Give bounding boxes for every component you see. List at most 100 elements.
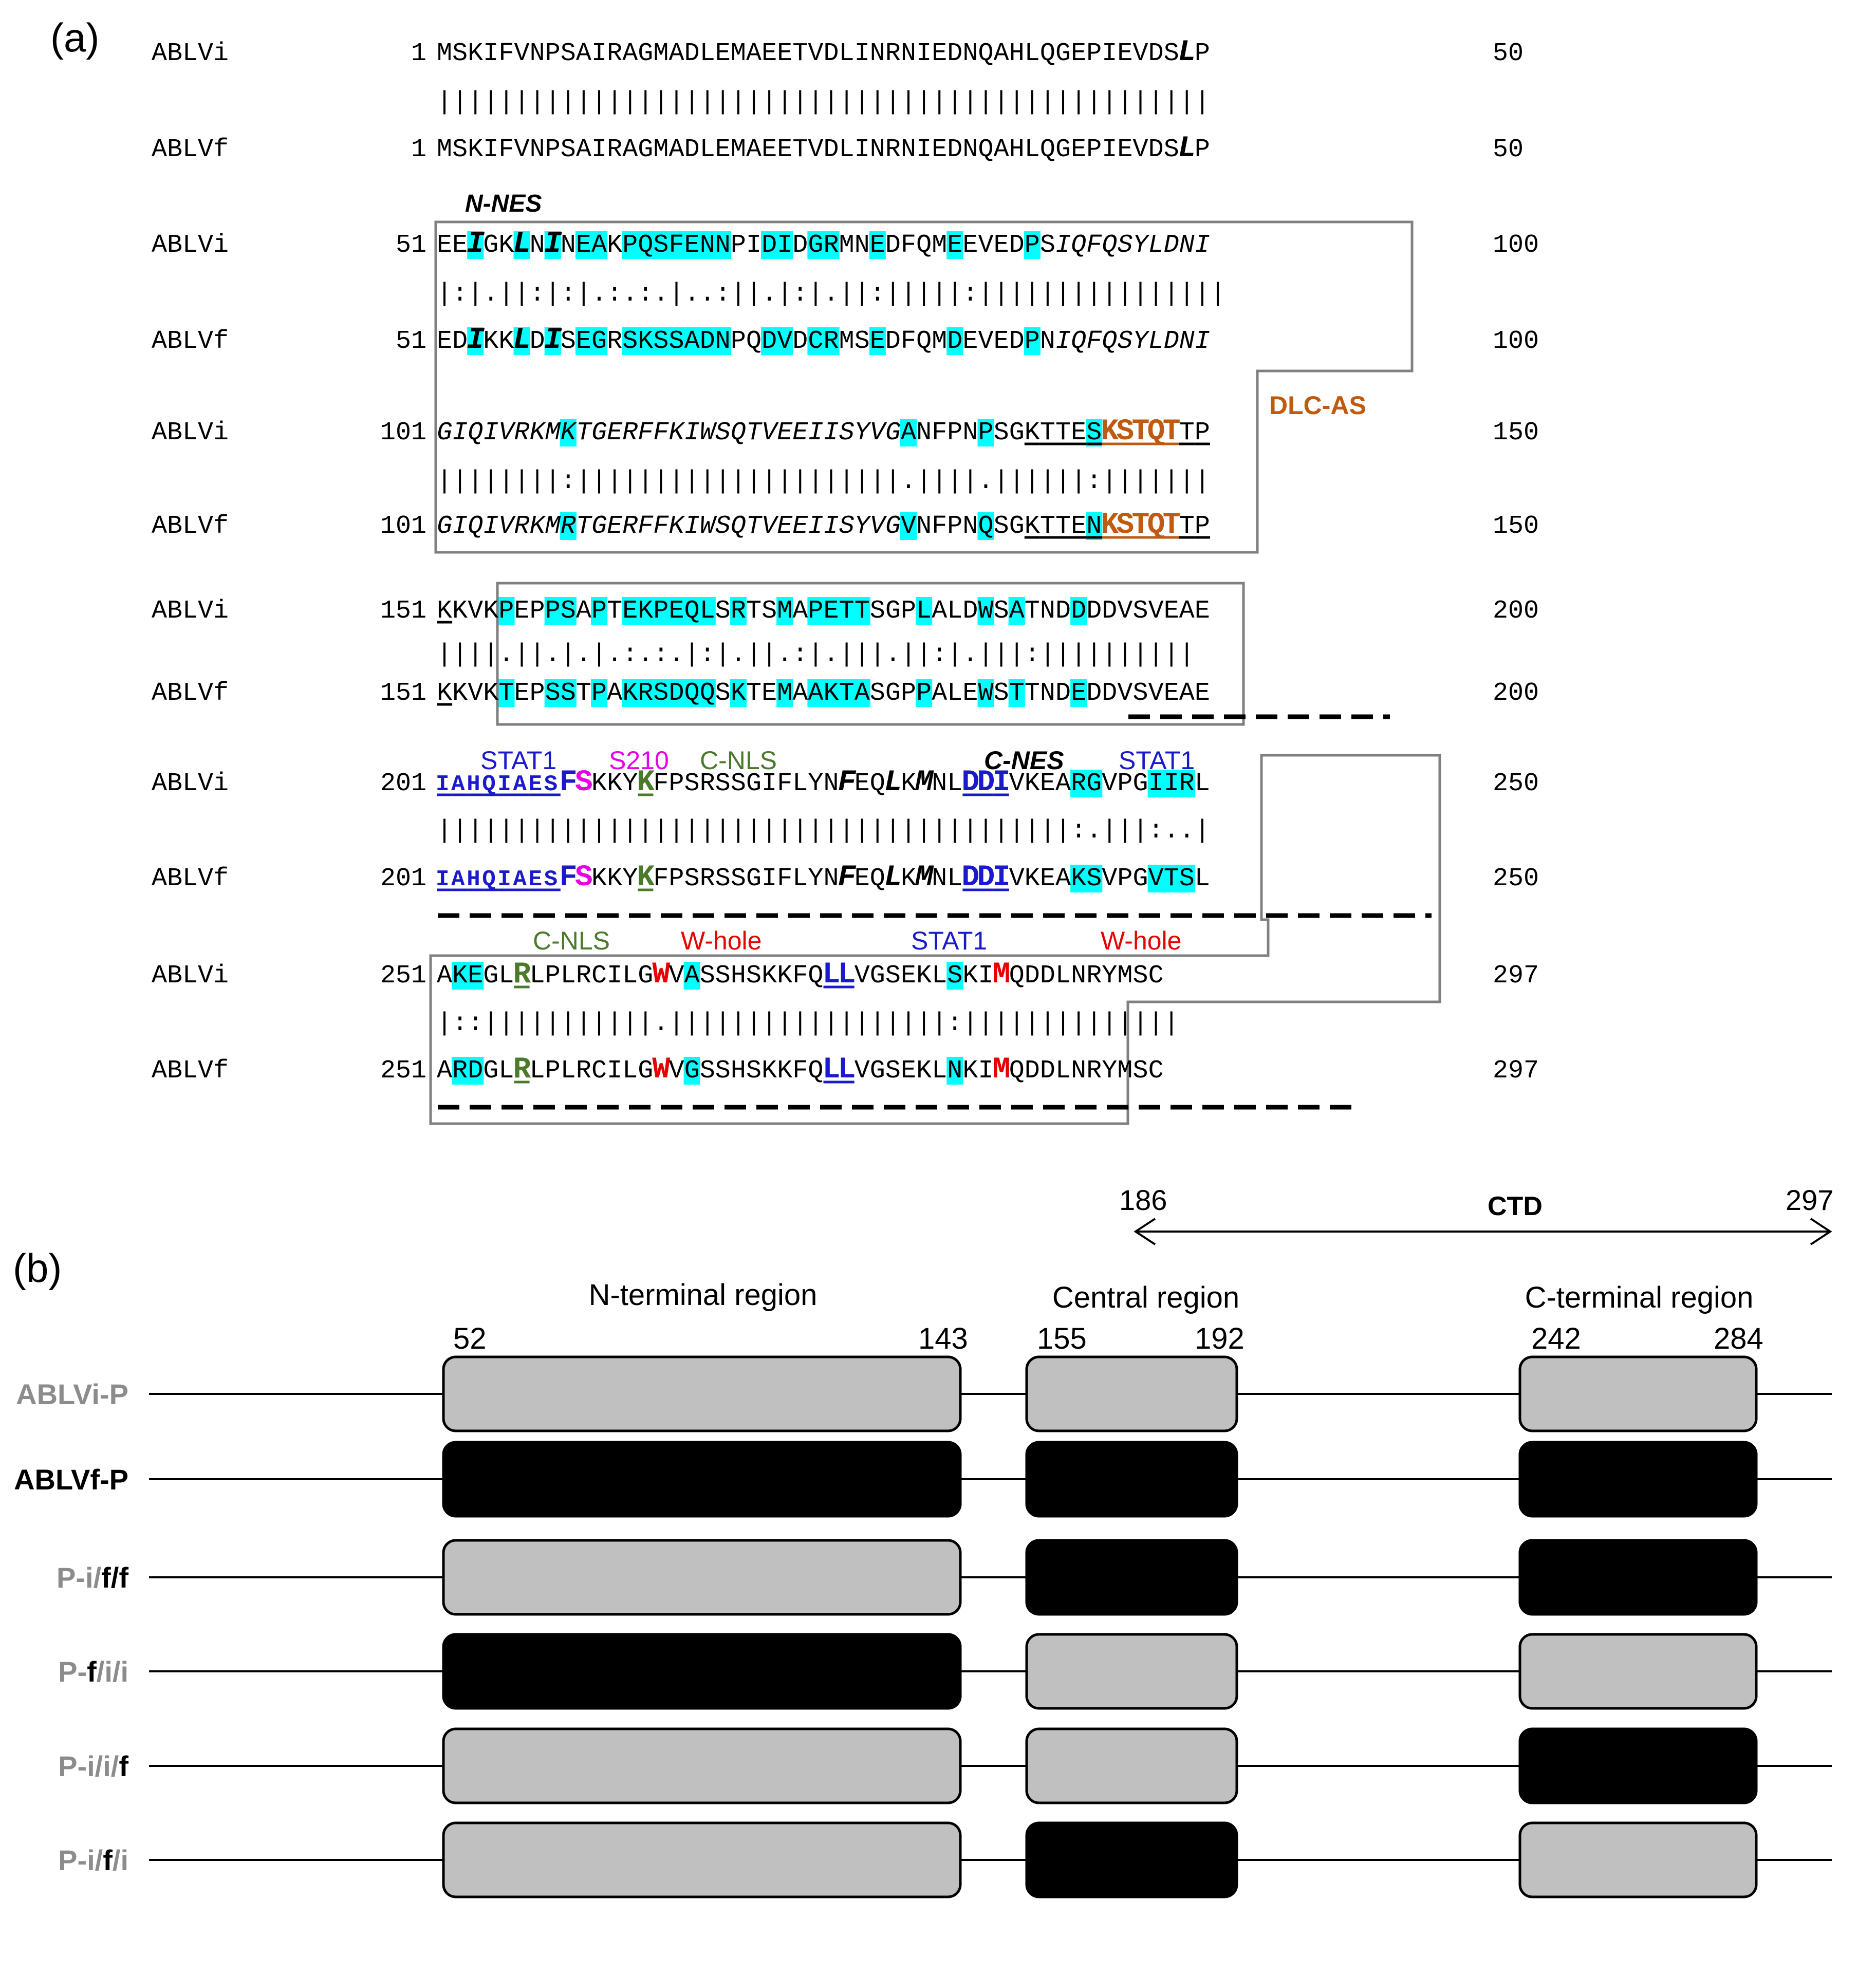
- sequence-residues: EDIKKLDISEGRSKSSADNPQDVDCRMSEDFQMDEVEDPN…: [437, 324, 1210, 357]
- construct-label: ABLVi-P: [16, 1378, 128, 1410]
- conservation-highlight: [622, 597, 639, 625]
- construct-row: ABLVi-P: [16, 1355, 1832, 1432]
- conservation-highlight: [699, 679, 716, 707]
- construct-row: P-i/f/i: [58, 1821, 1832, 1898]
- end-position: 200: [1493, 679, 1539, 708]
- conservation-highlight: [699, 597, 716, 625]
- conservation-highlight: [776, 679, 793, 707]
- conservation-highlight: [838, 679, 855, 707]
- conservation-highlight: [853, 679, 870, 707]
- conservation-highlight: [668, 327, 685, 355]
- panel-b-label: (b): [13, 1245, 62, 1291]
- region-headers: N-terminal region Central region C-termi…: [453, 1278, 1763, 1355]
- annotation-stat1: STAT1: [911, 926, 987, 955]
- conservation-highlight: [807, 597, 824, 625]
- conservation-highlight: [683, 962, 700, 990]
- conservation-highlight: [1163, 770, 1180, 797]
- conservation-highlight: [544, 231, 561, 259]
- sequence-residues: KKVKPEPPSAPTEKPEQLSRTSMAPETTSGPLALDWSATN…: [437, 597, 1210, 626]
- start-position: 1: [411, 135, 426, 164]
- annotations: N-NES DLC-AS STAT1 S210 C-NLS C-NES STAT…: [465, 190, 1366, 955]
- conservation-highlight: [575, 327, 592, 355]
- conservation-highlight: [776, 327, 793, 355]
- sequence-name: ABLVi: [152, 769, 229, 798]
- conservation-highlight: [467, 1057, 484, 1085]
- panel-a-alignment: (a) ABLVi 1 50MSKIFVNPSAIRAGMADLEMAEETVDLI…: [50, 15, 1539, 1125]
- conservation-highlight: [699, 327, 716, 355]
- region-box-ablvi: [1025, 1633, 1238, 1710]
- conservation-highlight: [869, 327, 886, 355]
- region-box-ablvf: [1518, 1441, 1758, 1518]
- sequence-residues: MSKIFVNPSAIRAGMADLEMAEETVDLINRNIEDNQAHLQ…: [437, 36, 1210, 69]
- annotation-n-nes: N-NES: [465, 190, 542, 217]
- sequence-residues: KKVKTEPSSTPAKRSDQQSKTEMAAKTASGPPALEWSTTN…: [437, 679, 1210, 708]
- conservation-highlight: [560, 679, 577, 707]
- conservation-highlight: [498, 597, 515, 625]
- construct-rows: ABLVi-P ABLVf-P P-i/f/f P-f/i/i P-i/i/f P-i/f…: [14, 1355, 1832, 1898]
- end-position: 250: [1493, 769, 1539, 798]
- conservation-highlight: [653, 597, 670, 625]
- region-end: 284: [1714, 1322, 1763, 1355]
- match-line: |:|.||:|:|.:.:.|..:||.|:|.||:|||||:|||||…: [437, 280, 1225, 309]
- start-position: 201: [380, 864, 426, 893]
- end-position: 50: [1493, 135, 1524, 164]
- solid-underlines: [437, 442, 1210, 1084]
- match-line: ||||||||||||||||||||||||||||||||||||||||…: [437, 88, 1210, 117]
- ctd-start-label: 186: [1119, 1184, 1167, 1216]
- match-line: ||||||||:|||||||||||||||||||||.||||.||||…: [437, 467, 1210, 496]
- conservation-highlight: [1024, 327, 1041, 355]
- conservation-highlight: [683, 231, 700, 259]
- region-end: 192: [1195, 1322, 1245, 1355]
- conservation-highlight: [1178, 770, 1195, 797]
- end-position: 200: [1493, 597, 1539, 626]
- start-position: 201: [380, 769, 426, 798]
- sequence-name: ABLVi: [152, 961, 229, 991]
- conservation-highlight: [823, 327, 840, 355]
- conservation-highlight: [653, 231, 670, 259]
- sequence-name: ABLVi: [152, 597, 229, 626]
- region-end: 143: [918, 1322, 968, 1355]
- conservation-highlight: [637, 597, 654, 625]
- region-box-ablvf: [1518, 1539, 1758, 1616]
- start-position: 251: [380, 1056, 426, 1086]
- conservation-highlight: [1086, 770, 1103, 797]
- construct-row: P-i/f/f: [57, 1539, 1832, 1616]
- conservation-highlight: [823, 597, 840, 625]
- conservation-highlight: [467, 962, 484, 990]
- conservation-highlight: [900, 512, 917, 540]
- ctd-arrow-head-left: [1134, 1218, 1156, 1245]
- region-title: Central region: [1052, 1281, 1239, 1314]
- end-position: 50: [1493, 39, 1524, 68]
- conservation-highlight: [591, 597, 608, 625]
- annotation-c-nes: C-NES: [984, 746, 1064, 775]
- construct-row: P-i/i/f: [58, 1727, 1832, 1804]
- conservation-highlight: [776, 597, 793, 625]
- conservation-highlight: [683, 679, 700, 707]
- sequence-residues: ARDGLRLPLRCILGWVGSSHSKKFQLLVGSEKLNKIMQDD…: [437, 1053, 1164, 1087]
- ctd-range: 186 297 CTD: [1119, 1184, 1833, 1245]
- conservation-highlight: [544, 679, 561, 707]
- conservation-highlight: [544, 327, 561, 355]
- conservation-highlight: [575, 231, 592, 259]
- construct-label: P-f/i/i: [58, 1655, 128, 1688]
- region-box-ablvf: [442, 1633, 962, 1710]
- construct-row: ABLVf-P: [14, 1441, 1832, 1518]
- start-position: 251: [380, 961, 426, 991]
- match-line: ||||||||||||||||||||||||||||||||||||||||…: [437, 816, 1210, 846]
- conservation-highlight: [977, 679, 994, 707]
- region-box-ablvf: [1025, 1821, 1238, 1898]
- start-position: 51: [396, 231, 426, 260]
- region-box-ablvi: [1025, 1355, 1238, 1432]
- conservation-highlight: [668, 679, 685, 707]
- start-position: 1: [411, 39, 426, 68]
- annotation-stat1: STAT1: [480, 746, 556, 775]
- start-position: 151: [380, 597, 426, 626]
- annotation-c-nls: C-NLS: [533, 926, 610, 955]
- region-box-ablvi: [1025, 1727, 1238, 1804]
- alignment-text: ABLVi 1 50 MSKIFVNPSAIRAGMADLEMAEETVDLINRNI…: [152, 36, 1539, 1087]
- conservation-highlight: [560, 512, 577, 540]
- conservation-highlight: [776, 231, 793, 259]
- region-box-ablvi: [1518, 1633, 1758, 1710]
- conservation-highlight: [498, 679, 515, 707]
